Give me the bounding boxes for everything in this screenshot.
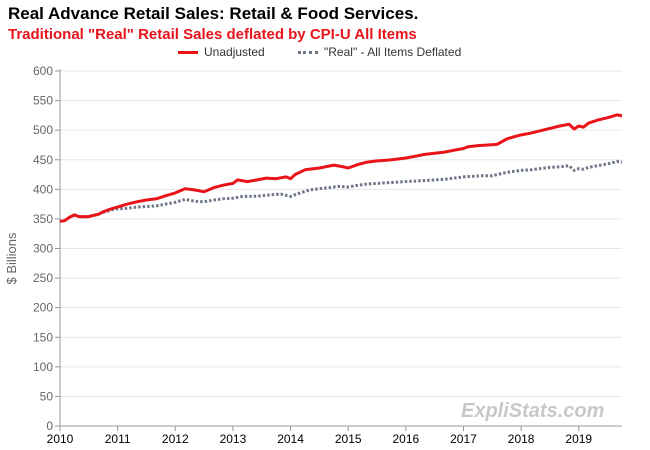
- legend-item-real[interactable]: "Real" - All Items Deflated: [298, 45, 461, 59]
- y-tick-label-1: 50: [40, 389, 54, 403]
- y-tick-label-10: 500: [33, 123, 53, 137]
- legend-swatch-real: [298, 50, 318, 54]
- y-tick-label-12: 600: [33, 64, 53, 78]
- x-tick-label-6: 2016: [392, 432, 419, 446]
- legend-label-unadjusted: Unadjusted: [204, 45, 265, 59]
- chart-grid: [60, 70, 622, 427]
- x-tick-label-3: 2013: [220, 432, 247, 446]
- y-tick-label-0: 0: [46, 419, 53, 433]
- x-tick-label-9: 2019: [565, 432, 592, 446]
- y-axis: 0 50 100 150 200 250 300 350 400 450 500 550 600: [33, 64, 61, 433]
- watermark-logo: ExpliStats.com: [461, 400, 605, 422]
- series-line-0[interactable]: [59, 113, 623, 223]
- y-tick-label-2: 100: [33, 360, 53, 374]
- chart-legend: Unadjusted "Real" - All Items Deflated: [0, 45, 650, 63]
- x-tick-label-5: 2015: [335, 432, 362, 446]
- x-tick-label-0: 2010: [47, 432, 74, 446]
- x-tick-label-2: 2012: [162, 432, 189, 446]
- x-tick-label-1: 2011: [105, 432, 131, 446]
- x-tick-label-7: 2017: [450, 432, 477, 446]
- chart-subtitle: Traditional "Real" Retail Sales deflated…: [8, 26, 417, 43]
- y-tick-label-4: 200: [33, 301, 53, 315]
- y-tick-label-3: 150: [33, 330, 53, 344]
- y-tick-label-6: 300: [33, 242, 53, 256]
- y-tick-label-8: 400: [33, 182, 53, 196]
- y-tick-label-9: 450: [33, 153, 53, 167]
- x-tick-label-8: 2018: [508, 432, 535, 446]
- x-axis: 2010 2011 2012 2013 2014 2015 2016 2017 2018 2019: [47, 425, 622, 446]
- y-tick-label-11: 550: [33, 94, 53, 108]
- chart-series: [59, 113, 623, 223]
- y-tick-label-7: 350: [33, 212, 53, 226]
- x-tick-label-4: 2014: [277, 432, 304, 446]
- series-line-1[interactable]: [59, 160, 623, 223]
- legend-label-real: "Real" - All Items Deflated: [324, 45, 462, 59]
- legend-item-unadjusted[interactable]: Unadjusted: [178, 45, 265, 59]
- chart-title: Real Advance Retail Sales: Retail & Food…: [8, 4, 419, 23]
- legend-swatch-unadjusted: [178, 50, 198, 54]
- y-tick-label-5: 250: [33, 271, 53, 285]
- y-axis-label: $ Billions: [4, 232, 19, 285]
